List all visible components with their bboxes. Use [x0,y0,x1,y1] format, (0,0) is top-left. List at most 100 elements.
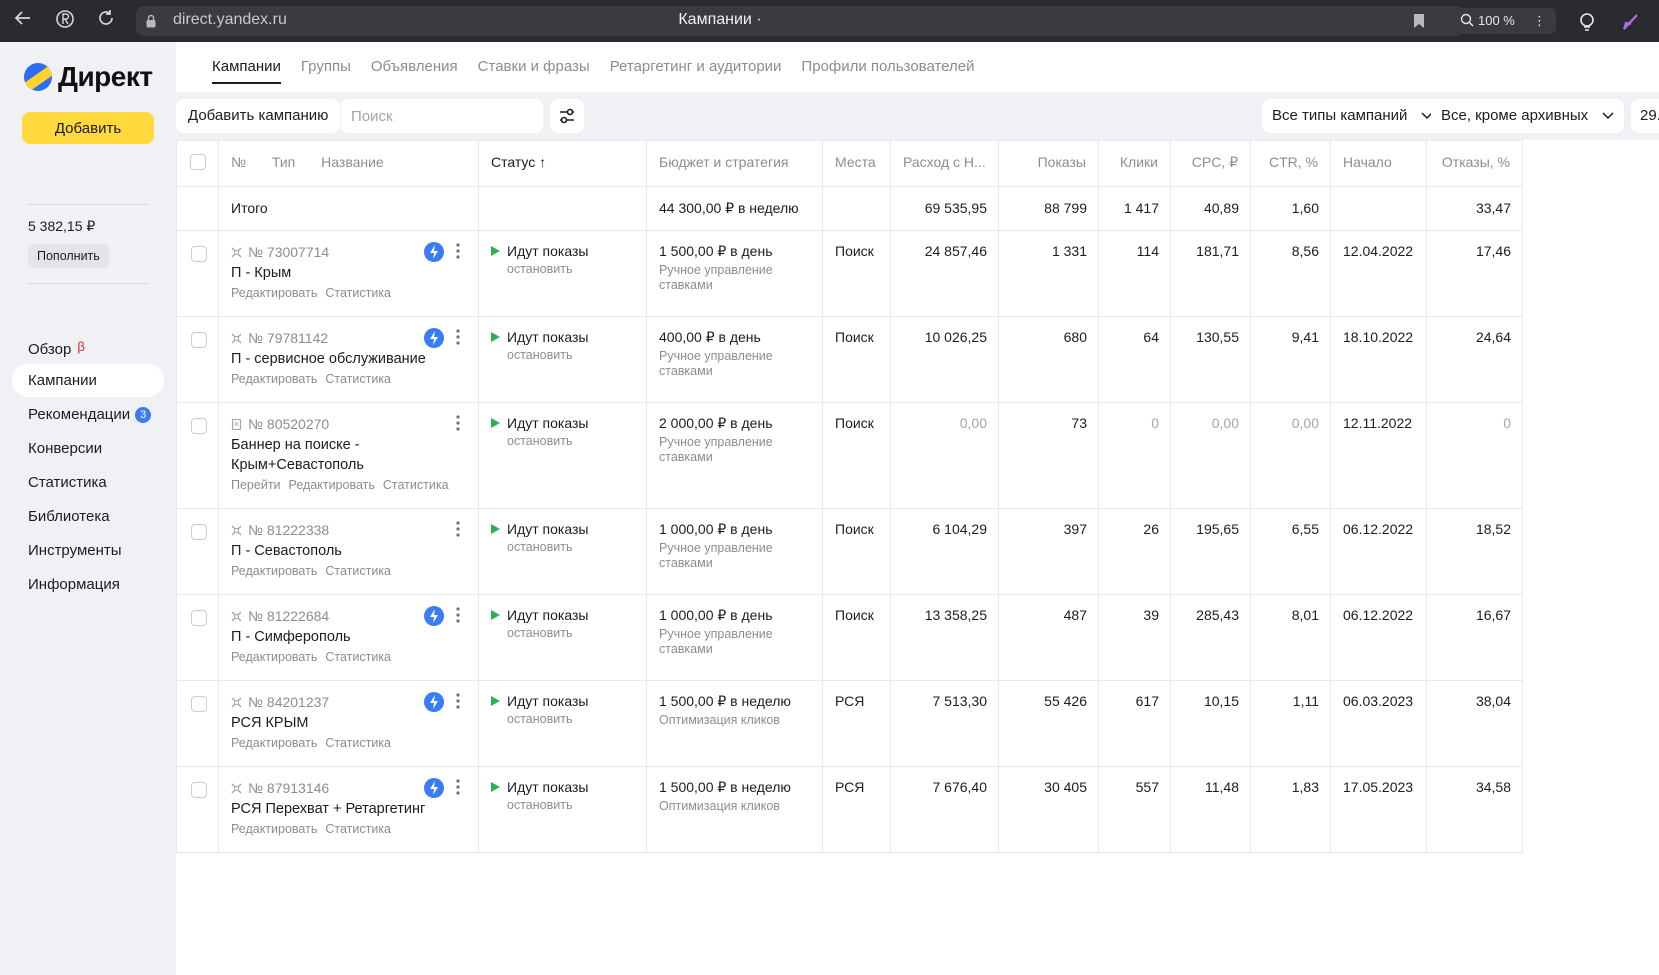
budget-value[interactable]: 2 000,00 ₽ в день [659,415,773,431]
sidebar-item-tools[interactable]: Инструменты [12,534,164,567]
row-checkbox[interactable] [191,696,207,712]
more-vertical-icon[interactable] [456,607,460,623]
budget-value[interactable]: 1 500,00 ₽ в неделю [659,779,791,795]
campaign-link[interactable]: Редактировать [288,478,375,492]
archive-filter-select[interactable]: Все, кроме архивных [1431,99,1625,133]
campaign-link[interactable]: Статистика [325,372,392,386]
campaign-link[interactable]: Редактировать [231,736,318,750]
tab-retargeting[interactable]: Ретаргетинг и аудитории [609,58,782,75]
campaign-link[interactable]: Редактировать [231,286,318,300]
stop-link[interactable]: остановить [507,540,573,554]
row-checkbox[interactable] [191,246,207,262]
bookmark-icon[interactable] [1413,13,1425,29]
select-all-checkbox[interactable] [190,154,206,170]
row-checkbox[interactable] [191,524,207,540]
budget-value[interactable]: 1 000,00 ₽ в день [659,521,773,537]
row-checkbox[interactable] [191,610,207,626]
autotargeting-bolt-icon[interactable] [424,242,444,262]
address-url[interactable]: direct.yandex.ru [173,11,287,28]
autotargeting-bolt-icon[interactable] [424,778,444,798]
campaign-name[interactable]: П - Симферополь [231,629,351,645]
campaign-link[interactable]: Редактировать [231,650,318,664]
sidebar-item-library[interactable]: Библиотека [12,500,164,533]
stop-link[interactable]: остановить [507,712,573,726]
campaign-id[interactable]: № 81222684 [248,608,330,624]
campaign-link[interactable]: Перейти [231,478,281,492]
campaign-name[interactable]: П - Крым [231,265,292,281]
add-button[interactable]: Добавить [22,112,154,144]
address-bar[interactable] [136,6,1464,36]
campaign-name[interactable]: РСЯ Перехват + Ретаргетинг [231,801,426,817]
more-vertical-icon[interactable] [456,415,460,431]
tab-bids-phrases[interactable]: Ставки и фразы [477,58,590,75]
date-range-select[interactable]: 29. [1631,99,1659,133]
campaign-name[interactable]: РСЯ КРЫМ [231,715,309,731]
tab-ads[interactable]: Объявления [370,58,458,75]
budget-value[interactable]: 1 500,00 ₽ в неделю [659,693,791,709]
autotargeting-bolt-icon[interactable] [424,692,444,712]
sidebar-item-recommendations[interactable]: Рекомендации 3 [12,398,164,431]
campaign-id[interactable]: № 73007714 [248,244,330,260]
more-vertical-icon[interactable] [456,779,460,795]
more-vertical-icon[interactable] [456,693,460,709]
header-bounce[interactable]: Отказы, % [1426,140,1523,187]
campaign-link[interactable]: Редактировать [231,564,318,578]
search-input[interactable] [341,99,543,133]
reload-icon[interactable] [93,9,119,33]
direct-logo[interactable]: Директ [24,60,153,94]
campaign-link[interactable]: Статистика [325,564,392,578]
stop-link[interactable]: остановить [507,434,573,448]
budget-value[interactable]: 1 500,00 ₽ в день [659,243,773,259]
pen-extension-icon[interactable] [1620,11,1642,33]
campaign-id[interactable]: № 84201237 [248,694,330,710]
more-vertical-icon[interactable] [456,329,460,345]
sidebar-item-overview[interactable]: Обзор β [12,330,164,363]
back-icon[interactable] [10,9,36,33]
tab-campaigns[interactable]: Кампании [212,42,281,92]
extension-icon[interactable] [1576,11,1598,33]
header-budget[interactable]: Бюджет и стратегия [646,140,823,187]
row-checkbox[interactable] [191,332,207,348]
autotargeting-bolt-icon[interactable] [424,328,444,348]
header-ctr[interactable]: CTR, % [1250,140,1331,187]
budget-value[interactable]: 400,00 ₽ в день [659,329,761,345]
campaign-name[interactable]: Баннер на поиске - Крым+Севастополь [231,437,364,473]
autotargeting-bolt-icon[interactable] [424,606,444,626]
sidebar-item-statistics[interactable]: Статистика [12,466,164,499]
sidebar-item-conversions[interactable]: Конверсии [12,432,164,465]
header-status[interactable]: Статус ↑ [478,140,647,187]
sidebar-item-campaigns[interactable]: Кампании [12,364,164,397]
header-clicks[interactable]: Клики [1098,140,1171,187]
campaign-link[interactable]: Редактировать [231,822,318,836]
campaign-id[interactable]: № 79781142 [248,330,329,346]
stop-link[interactable]: остановить [507,348,573,362]
tab-user-profiles[interactable]: Профили пользователей [801,58,975,75]
campaign-id[interactable]: № 87913146 [248,780,330,796]
more-vertical-icon[interactable] [456,521,460,537]
header-num[interactable]: № [231,154,247,170]
more-vertical-icon[interactable] [456,243,460,259]
campaign-id[interactable]: № 81222338 [248,522,330,538]
row-checkbox[interactable] [191,418,207,434]
header-type[interactable]: Тип [271,154,296,170]
campaign-link[interactable]: Статистика [325,650,392,664]
zoom-control[interactable]: 100 % ⋮ [1450,8,1556,34]
campaign-link[interactable]: Статистика [325,822,392,836]
campaign-id[interactable]: № 80520270 [248,416,330,432]
header-cpc[interactable]: CPC, ₽ [1170,140,1251,187]
yandex-browser-icon[interactable] [52,9,78,33]
header-start[interactable]: Начало [1330,140,1427,187]
campaign-link[interactable]: Статистика [325,286,392,300]
sidebar-item-information[interactable]: Информация [12,568,164,601]
topup-button[interactable]: Пополнить [28,244,109,268]
row-checkbox[interactable] [191,782,207,798]
header-spend[interactable]: Расход с Н... [890,140,999,187]
campaign-name[interactable]: П - Севастополь [231,543,342,559]
stop-link[interactable]: остановить [507,798,573,812]
campaign-type-select[interactable]: Все типы кампаний [1262,99,1444,133]
campaign-link[interactable]: Статистика [382,478,449,492]
stop-link[interactable]: остановить [507,626,573,640]
filter-settings-button[interactable] [550,99,584,133]
add-campaign-button[interactable]: Добавить кампанию [176,99,341,133]
header-name[interactable]: Название [321,154,384,170]
